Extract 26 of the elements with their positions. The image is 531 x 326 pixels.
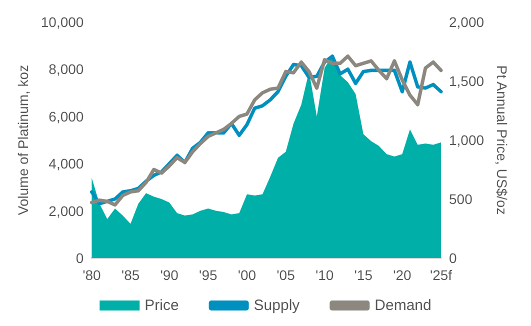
y2-axis-title: Pt Annual Price, US$/oz [494,65,510,215]
y-tick-label: 10,000 [40,14,84,30]
y-tick-label: 4,000 [48,156,84,172]
y-axis-title: Volume of Platinum, koz [15,64,31,216]
y2-tick-label: 500 [449,191,473,207]
y-tick-label: 8,000 [48,61,84,78]
x-tick-label: '95 [199,267,218,283]
x-tick-label: '85 [121,267,140,283]
x-tick-label: '15 [354,267,373,283]
legend-label: Supply [254,297,300,314]
x-tick-label: '25f [430,267,452,283]
x-tick-label: '90 [160,267,179,283]
y2-tick-label: 0 [449,250,457,266]
y2-tick-label: 1,500 [449,73,484,89]
y2-tick-label: 2,000 [449,14,484,30]
x-tick-label: '80 [82,267,102,283]
x-tick-label: '20 [393,267,412,283]
x-tick-label: '05 [276,267,296,283]
y-tick-label: 0 [76,250,84,266]
x-tick-label: '10 [315,267,334,283]
y-tick-label: 6,000 [48,108,84,124]
x-tick-label: '00 [238,267,256,283]
legend-label: Price [144,297,179,314]
y-tick-label: 2,000 [48,202,84,219]
legend-label: Demand [374,297,432,314]
y2-tick-label: 1,000 [449,132,484,148]
